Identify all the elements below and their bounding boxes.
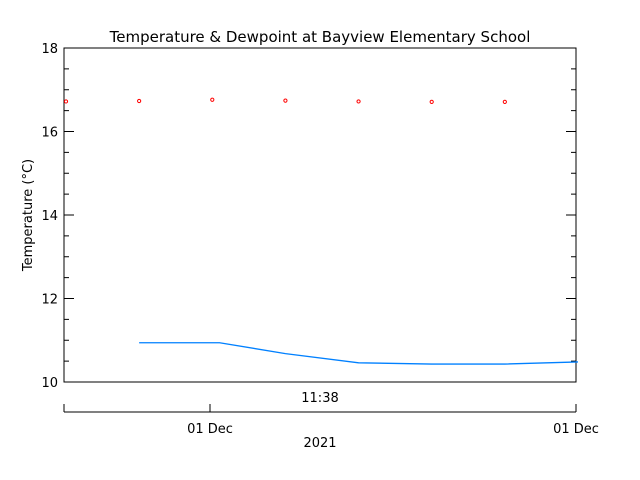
temperature-point xyxy=(356,99,361,104)
y-tick-label: 18 xyxy=(41,42,58,57)
series-dewpoint-line xyxy=(139,342,578,365)
date-tick-label-2: 01 Dec xyxy=(553,422,599,437)
dewpoint-line xyxy=(139,342,578,365)
y-axis-label: Temperature (°C) xyxy=(21,159,36,272)
temperature-point xyxy=(502,99,507,104)
temperature-point xyxy=(137,98,142,104)
plot-frame xyxy=(63,47,577,383)
year-label: 2021 xyxy=(303,436,336,451)
temperature-point xyxy=(283,98,288,103)
series-temperature-markers xyxy=(63,97,507,104)
y-axis-ticks: 10 12 14 16 18 xyxy=(41,42,576,391)
y-tick-label: 12 xyxy=(41,293,58,308)
time-label: 11:38 xyxy=(301,391,338,406)
y-tick-label: 16 xyxy=(41,126,58,141)
date-tick-label-1: 01 Dec xyxy=(187,422,233,437)
temperature-point xyxy=(429,99,434,104)
y-tick-label: 14 xyxy=(41,209,58,224)
temperature-point xyxy=(210,97,215,102)
y-tick-label: 10 xyxy=(41,376,58,391)
temperature-point xyxy=(63,99,69,104)
chart-title: Temperature & Dewpoint at Bayview Elemen… xyxy=(109,28,531,46)
